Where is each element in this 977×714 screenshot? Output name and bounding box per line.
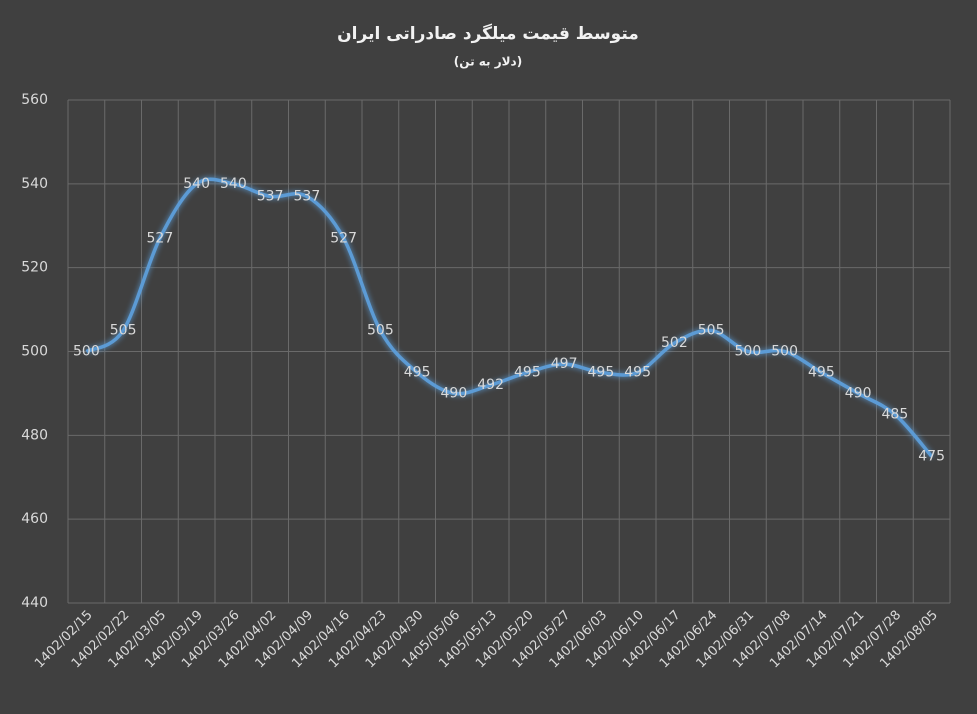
- series-line: [85, 177, 933, 458]
- data-label: 540: [183, 176, 210, 192]
- data-label: 490: [845, 385, 872, 401]
- data-label: 502: [661, 335, 688, 351]
- data-label: 497: [551, 356, 578, 372]
- data-label: 495: [624, 364, 651, 380]
- data-label: 500: [735, 344, 762, 360]
- data-label: 527: [330, 230, 357, 246]
- data-label: 495: [588, 364, 615, 380]
- data-label: 500: [771, 344, 798, 360]
- y-tick-label: 520: [21, 260, 48, 276]
- data-label: 495: [514, 364, 541, 380]
- y-tick-label: 480: [21, 427, 48, 443]
- data-label: 540: [220, 176, 247, 192]
- chart-subtitle: (دلار به تن): [454, 55, 522, 69]
- y-tick-label: 560: [21, 92, 48, 108]
- data-label: 492: [477, 377, 504, 393]
- data-label: 485: [882, 406, 909, 422]
- data-label: 505: [698, 323, 725, 339]
- data-label: 505: [110, 323, 137, 339]
- data-label: 505: [367, 323, 394, 339]
- data-label: 475: [918, 448, 945, 464]
- y-tick-label: 460: [21, 511, 48, 527]
- data-label: 537: [294, 188, 321, 204]
- y-tick-label: 440: [21, 595, 48, 611]
- chart-title: متوسط قیمت میلگرد صادراتی ایران: [337, 23, 639, 44]
- y-tick-label: 500: [21, 344, 48, 360]
- data-label: 495: [404, 364, 431, 380]
- data-label: 527: [147, 230, 174, 246]
- data-label: 495: [808, 364, 835, 380]
- y-tick-label: 540: [21, 176, 48, 192]
- data-label: 500: [73, 344, 100, 360]
- data-label: 490: [441, 385, 468, 401]
- data-label: 537: [257, 188, 284, 204]
